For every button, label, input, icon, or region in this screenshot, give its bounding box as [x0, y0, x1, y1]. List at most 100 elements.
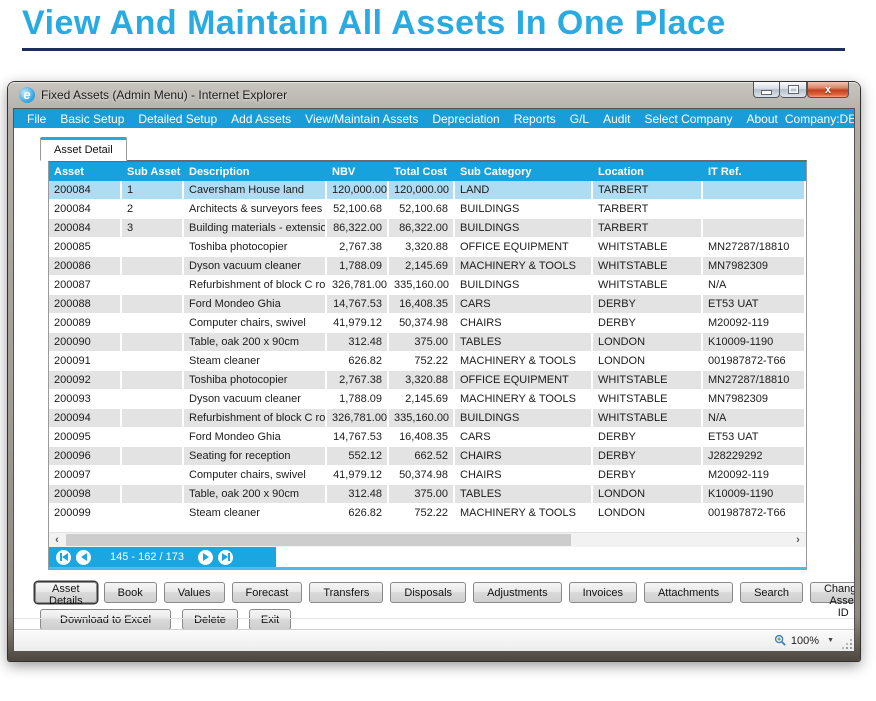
exit-button[interactable]: Exit	[248, 609, 292, 629]
previous-page-button[interactable]	[76, 549, 91, 565]
table-cell: MACHINERY & TOOLS	[455, 257, 593, 276]
column-header-location[interactable]: Location	[593, 162, 703, 181]
table-row[interactable]: 200092 Toshiba photocopier 2,767.38 3,320.8…	[49, 371, 806, 390]
table-row[interactable]: 200086 Dyson vacuum cleaner 1,788.09 2,145.…	[49, 257, 806, 276]
forecast-button[interactable]: Forecast	[231, 582, 303, 603]
column-header-total-cost[interactable]: Total Cost	[389, 162, 455, 181]
table-cell: CHAIRS	[455, 447, 593, 466]
transfers-button[interactable]: Transfers	[309, 582, 384, 603]
table-cell	[703, 181, 806, 200]
table-row[interactable]: 200096 Seating for reception 552.12 662.52 C…	[49, 447, 806, 466]
close-button[interactable]: x	[807, 82, 849, 98]
first-page-button[interactable]	[56, 549, 71, 565]
table-cell: 52,100.68	[389, 200, 455, 219]
table-cell: MACHINERY & TOOLS	[455, 352, 593, 371]
menu-item-file[interactable]: File	[27, 111, 47, 126]
menu-item-basic-setup[interactable]: Basic Setup	[60, 111, 125, 126]
table-cell: MACHINERY & TOOLS	[455, 504, 593, 523]
maximize-button[interactable]	[780, 82, 807, 98]
table-row[interactable]: 200099 Steam cleaner 626.82 752.22 MACHINERY…	[49, 504, 806, 523]
download-to-excel-button[interactable]: Download to Excel	[40, 609, 172, 629]
table-row[interactable]: 200095 Ford Mondeo Ghia 14,767.53 16,408.35…	[49, 428, 806, 447]
menu-item-add-assets[interactable]: Add Assets	[231, 111, 292, 126]
delete-button[interactable]: Delete	[182, 609, 238, 629]
column-header-asset[interactable]: Asset	[49, 162, 122, 181]
table-cell: MACHINERY & TOOLS	[455, 390, 593, 409]
table-cell	[122, 371, 184, 390]
table-cell: 120,000.00	[327, 181, 389, 200]
horizontal-scrollbar[interactable]: ‹ ›	[49, 532, 806, 547]
menu-item-detailed-setup[interactable]: Detailed Setup	[138, 111, 218, 126]
column-header-sub-category[interactable]: Sub Category	[455, 162, 593, 181]
change-asset-id-button[interactable]: Change Asset ID	[809, 582, 854, 619]
search-button[interactable]: Search	[740, 582, 803, 603]
minimize-button[interactable]	[753, 82, 780, 98]
table-cell	[122, 466, 184, 485]
menu-item-about[interactable]: About	[746, 111, 778, 126]
table-row[interactable]: 200091 Steam cleaner 626.82 752.22 MACHINERY…	[49, 352, 806, 371]
tab-asset-detail[interactable]: Asset Detail	[40, 137, 127, 161]
table-cell: N/A	[703, 409, 806, 428]
zoom-control[interactable]: 100% ▼	[774, 634, 834, 647]
book-button[interactable]: Book	[103, 582, 157, 603]
values-button[interactable]: Values	[163, 582, 225, 603]
table-cell	[122, 390, 184, 409]
maximize-icon	[787, 85, 799, 94]
table-cell: 200084	[49, 181, 122, 200]
table-row[interactable]: 200084 1 Caversham House land 120,000.00 120…	[49, 181, 806, 200]
resize-grip[interactable]	[850, 647, 852, 649]
zoom-dropdown-icon[interactable]: ▼	[827, 637, 834, 644]
scrollbar-thumb[interactable]	[66, 534, 571, 546]
disposals-button[interactable]: Disposals	[390, 582, 467, 603]
table-row[interactable]: 200089 Computer chairs, swivel 41,979.12 50…	[49, 314, 806, 333]
asset-grid: Asset Sub Asset Description NBV Total Cost Su…	[48, 160, 807, 570]
table-row[interactable]: 200084 2 Architects & surveyors fees 52,100…	[49, 200, 806, 219]
scroll-right-icon[interactable]: ›	[796, 534, 800, 546]
column-header-nbv[interactable]: NBV	[327, 162, 389, 181]
attachments-button[interactable]: Attachments	[643, 582, 734, 603]
table-cell: 16,408.35	[389, 295, 455, 314]
menu-item-reports[interactable]: Reports	[513, 111, 556, 126]
column-header-it-ref[interactable]: IT Ref.	[703, 162, 806, 181]
table-cell: 752.22	[389, 352, 455, 371]
table-row[interactable]: 200090 Table, oak 200 x 90cm 312.48 375.00 T…	[49, 333, 806, 352]
table-row[interactable]: 200093 Dyson vacuum cleaner 1,788.09 2,145.…	[49, 390, 806, 409]
table-row[interactable]: 200098 Table, oak 200 x 90cm 312.48 375.00 T…	[49, 485, 806, 504]
adjustments-button[interactable]: Adjustments	[473, 582, 562, 603]
table-row[interactable]: 200087 Refurbishment of block C roof 326,7…	[49, 276, 806, 295]
invoices-button[interactable]: Invoices	[568, 582, 637, 603]
table-cell: 3	[122, 219, 184, 238]
scroll-left-icon[interactable]: ‹	[55, 534, 59, 546]
table-cell: 2	[122, 200, 184, 219]
next-page-icon	[202, 553, 209, 561]
table-row[interactable]: 200085 Toshiba photocopier 2,767.38 3,320.8…	[49, 238, 806, 257]
asset-details-button[interactable]: Asset Details	[35, 582, 97, 607]
table-row[interactable]: 200084 3 Building materials - extension 86,…	[49, 219, 806, 238]
page-header: View And Maintain All Assets In One Plac…	[22, 4, 854, 51]
next-page-button[interactable]	[198, 549, 214, 565]
table-cell: 200091	[49, 352, 122, 371]
pagination-bar: 145 - 162 / 173	[49, 547, 276, 567]
table-cell: 001987872-T66	[703, 352, 806, 371]
menu-item-select-company[interactable]: Select Company	[644, 111, 733, 126]
table-cell: 2,145.69	[389, 257, 455, 276]
table-cell: LONDON	[593, 504, 703, 523]
table-row[interactable]: 200097 Computer chairs, swivel 41,979.12 50…	[49, 466, 806, 485]
table-row[interactable]: 200094 Refurbishment of block C roof 326,7…	[49, 409, 806, 428]
last-page-icon	[221, 553, 228, 561]
table-cell: 1	[122, 181, 184, 200]
page-title: View And Maintain All Assets In One Plac…	[22, 4, 726, 42]
menu-item-depreciation[interactable]: Depreciation	[432, 111, 500, 126]
menu-item-view-maintain-assets[interactable]: View/Maintain Assets	[305, 111, 419, 126]
column-header-sub-asset[interactable]: Sub Asset	[122, 162, 184, 181]
table-cell: 1,788.09	[327, 257, 389, 276]
menu-item-g-l[interactable]: G/L	[569, 111, 590, 126]
last-page-button[interactable]	[218, 549, 234, 565]
grid-body: 200084 1 Caversham House land 120,000.00 120…	[49, 181, 806, 523]
table-row[interactable]: 200088 Ford Mondeo Ghia 14,767.53 16,408.35…	[49, 295, 806, 314]
column-header-description[interactable]: Description	[184, 162, 327, 181]
table-cell: 86,322.00	[327, 219, 389, 238]
table-cell	[122, 314, 184, 333]
minimize-icon	[761, 89, 772, 95]
menu-item-audit[interactable]: Audit	[603, 111, 631, 126]
